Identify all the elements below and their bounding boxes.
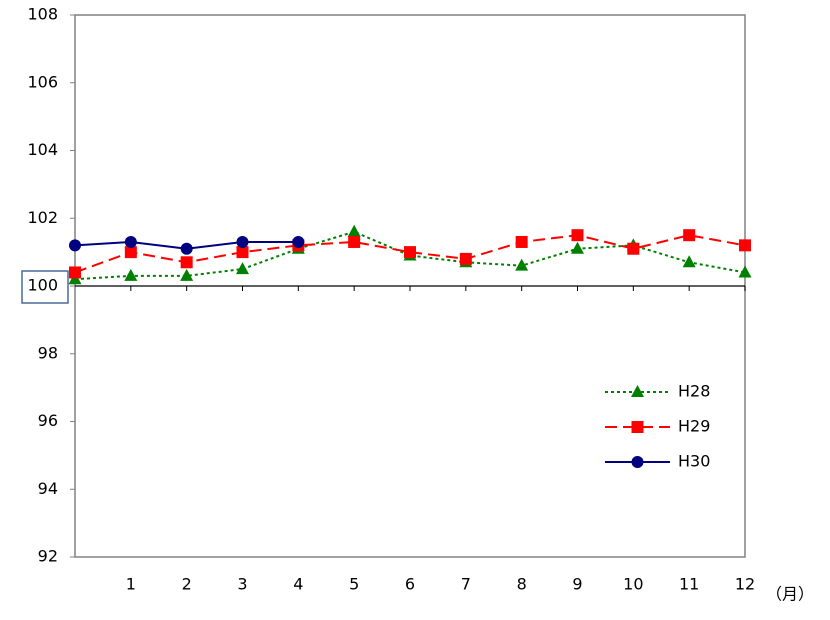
data-point [180, 268, 194, 281]
legend-label: H30 [678, 452, 710, 471]
legend-label: H29 [678, 417, 710, 436]
x-tick-label: 8 [517, 575, 527, 594]
x-tick-label: 10 [623, 575, 643, 594]
data-point [236, 262, 249, 275]
data-point [515, 258, 529, 271]
y-tick-label: 96 [38, 411, 58, 430]
data-point [124, 246, 137, 259]
legend-label: H28 [678, 382, 710, 401]
data-point [180, 256, 193, 269]
data-point [682, 255, 696, 268]
data-point [627, 242, 640, 255]
data-point [683, 229, 696, 242]
data-point [292, 235, 305, 248]
data-point [69, 266, 81, 279]
x-tick-label: 3 [237, 575, 247, 594]
data-point [738, 265, 752, 278]
data-point [124, 268, 138, 281]
y-tick-label: 102 [27, 208, 58, 227]
data-point [739, 239, 751, 252]
data-point [515, 235, 528, 248]
data-point [236, 235, 249, 248]
data-point [404, 246, 416, 259]
data-point [571, 241, 584, 254]
x-tick-label: 6 [405, 575, 415, 594]
legend-marker [631, 456, 644, 468]
data-point [69, 239, 81, 252]
x-tick-label: 4 [293, 575, 303, 594]
legend-marker [631, 385, 644, 397]
legend-marker [631, 421, 644, 433]
data-point [348, 235, 361, 248]
x-tick-label: 11 [679, 575, 699, 594]
y-tick-label: 94 [38, 479, 58, 498]
data-point [124, 235, 137, 248]
y-tick-label: 100 [27, 276, 58, 295]
data-point [347, 224, 361, 237]
x-tick-label: 2 [182, 575, 192, 594]
data-point [236, 246, 249, 259]
x-axis-label: （月） [766, 585, 814, 604]
x-tick-label: 9 [572, 575, 582, 594]
label-box [21, 270, 69, 304]
x-tick-label: 12 [735, 575, 755, 594]
y-tick-label: 98 [38, 343, 58, 362]
x-tick-label: 7 [461, 575, 471, 594]
data-point [180, 242, 193, 255]
y-tick-label: 108 [27, 5, 58, 24]
data-point [459, 252, 472, 265]
data-point [571, 229, 584, 242]
y-tick-label: 92 [38, 547, 58, 566]
y-tick-label: 104 [27, 140, 58, 159]
x-tick-label: 1 [126, 575, 136, 594]
x-tick-label: 5 [349, 575, 359, 594]
y-tick-label: 106 [27, 72, 58, 91]
